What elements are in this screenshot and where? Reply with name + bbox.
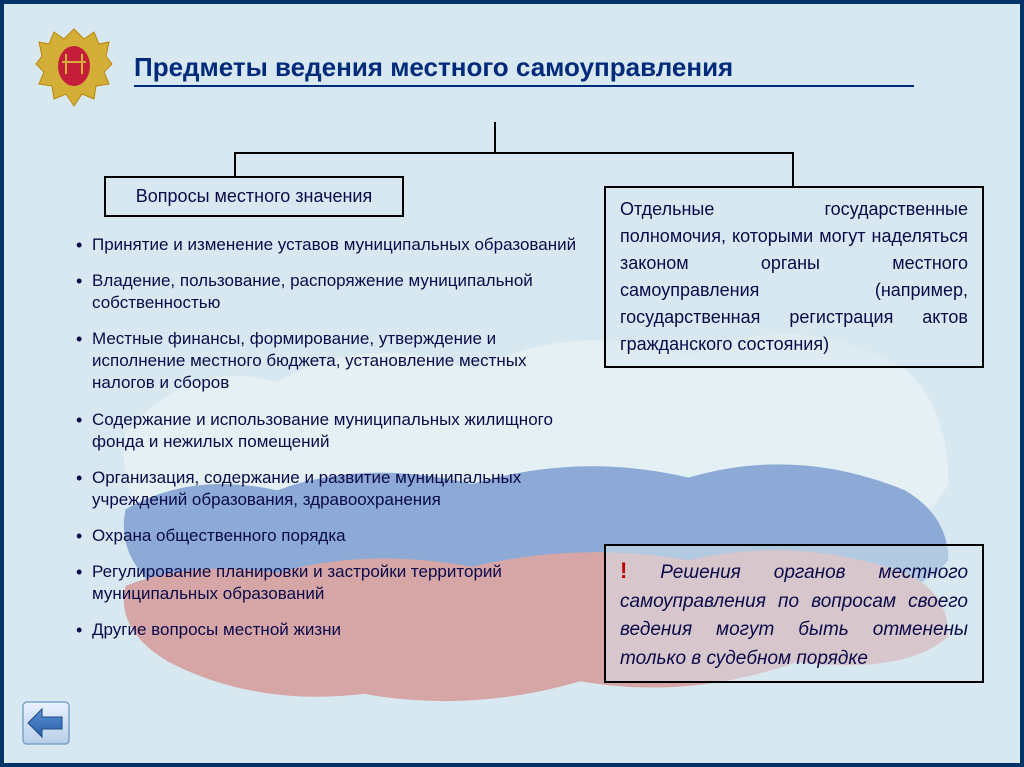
connector-line	[494, 122, 496, 152]
list-item: Охрана общественного порядка	[74, 525, 584, 547]
list-item: Организация, содержание и развитие муниц…	[74, 467, 584, 511]
local-issues-box: Вопросы местного значения	[104, 176, 404, 217]
state-powers-box: Отдельные государственные полномочия, ко…	[604, 186, 984, 368]
exclamation-icon: !	[620, 558, 627, 583]
header: Предметы ведения местного самоуправления	[34, 24, 990, 114]
list-item: Местные финансы, формирование, утвержден…	[74, 328, 584, 394]
note-box: ! Решения органов местного самоуправлени…	[604, 544, 984, 683]
bullet-list: Принятие и изменение уставов муниципальн…	[74, 234, 584, 655]
list-item: Содержание и использование муниципальных…	[74, 409, 584, 453]
list-item: Принятие и изменение уставов муниципальн…	[74, 234, 584, 256]
list-item: Владение, пользование, распоряжение муни…	[74, 270, 584, 314]
connector-line	[792, 152, 794, 186]
back-button[interactable]	[22, 701, 70, 745]
note-text: Решения органов местного самоуправления …	[620, 562, 968, 669]
connector-line	[234, 152, 794, 154]
connector-line	[234, 152, 236, 176]
page-title: Предметы ведения местного самоуправления	[134, 52, 914, 87]
russian-emblem-icon	[34, 24, 114, 114]
list-item: Другие вопросы местной жизни	[74, 619, 584, 641]
list-item: Регулирование планировки и застройки тер…	[74, 561, 584, 605]
